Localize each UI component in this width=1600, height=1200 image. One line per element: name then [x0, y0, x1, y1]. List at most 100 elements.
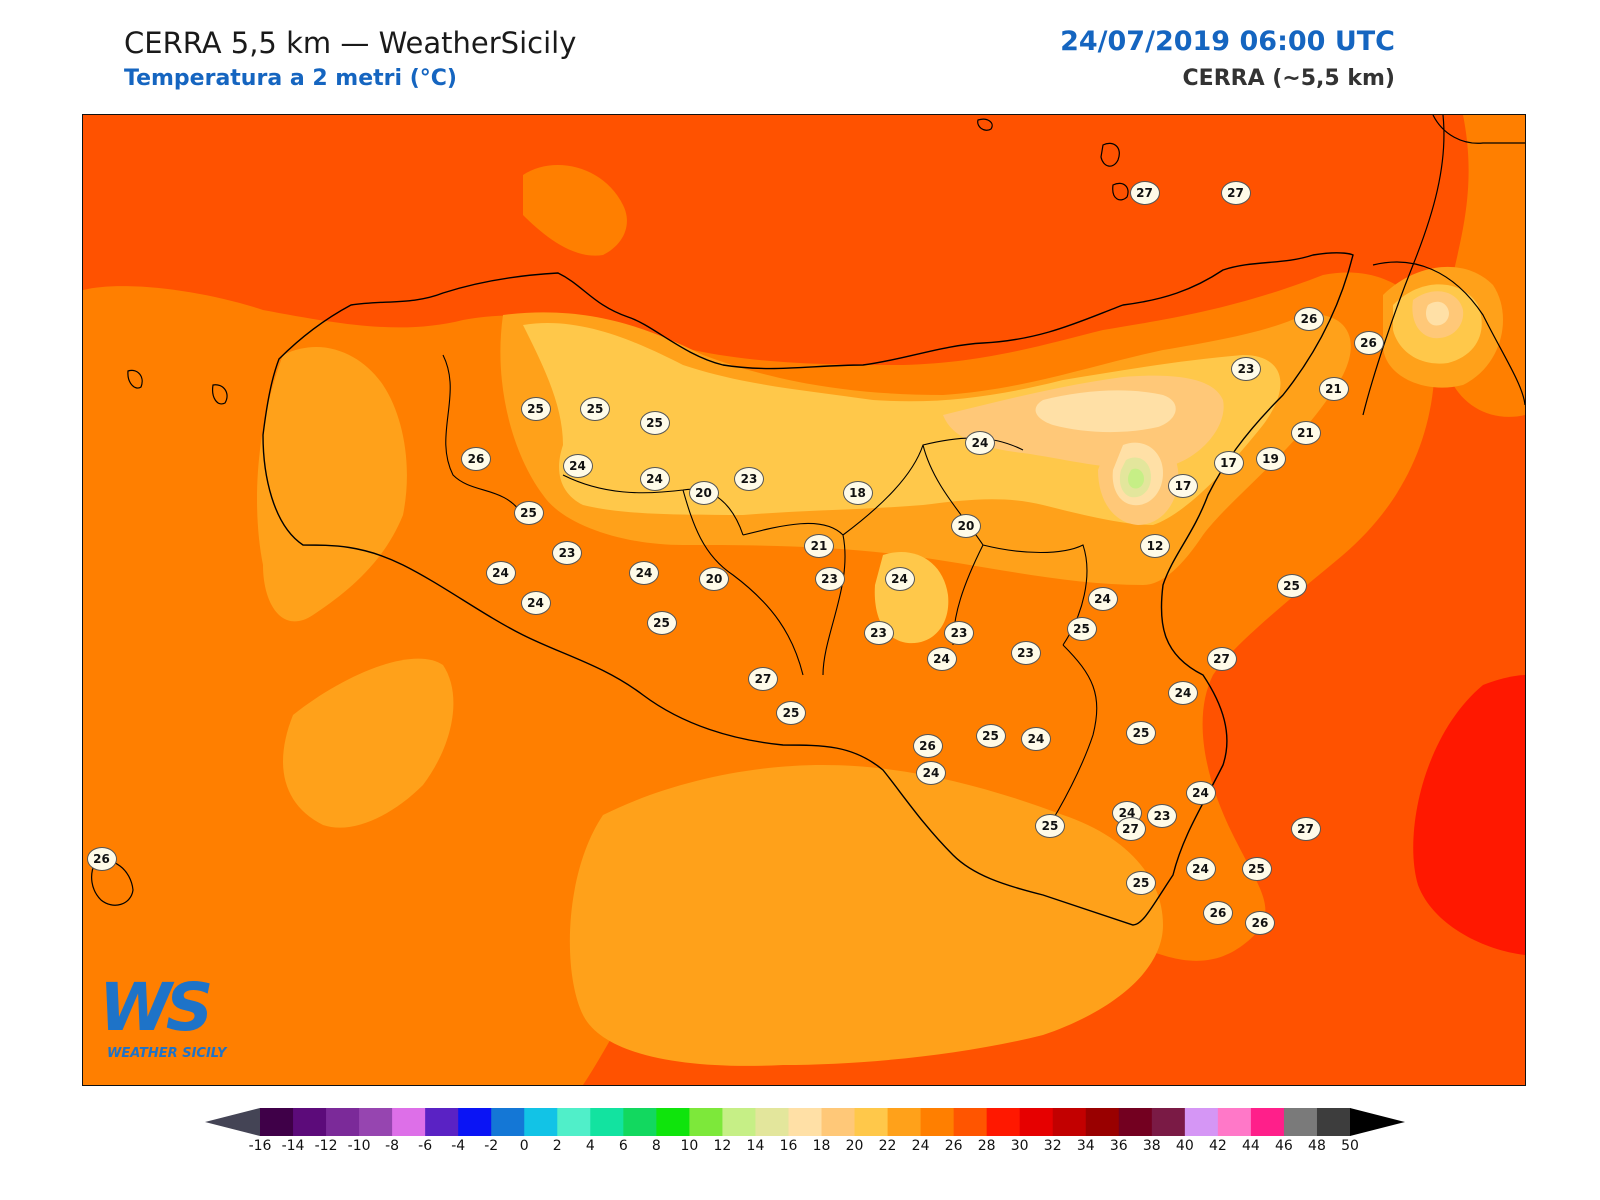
colorbar-swatch [920, 1108, 955, 1136]
colorbar-tick-label: -16 [248, 1138, 272, 1154]
colorbar-tick-label: 4 [585, 1138, 595, 1154]
station-value: 21 [1318, 377, 1349, 402]
station-value: 26 [86, 847, 117, 872]
colorbar-tick-label: 6 [618, 1138, 628, 1154]
station-value: 24 [520, 590, 551, 615]
colorbar-swatch [1151, 1108, 1186, 1136]
station-value: 17 [1168, 474, 1198, 498]
station-value: 23 [814, 567, 845, 592]
colorbar-tick-label: -10 [347, 1138, 371, 1154]
band-24-26-north [523, 165, 627, 256]
station-value: 23 [552, 540, 582, 565]
colorbar-over-arrow [1350, 1108, 1405, 1136]
station-value: 24 [639, 467, 670, 492]
station-value: 20 [699, 567, 729, 592]
colorbar-tick-label: -14 [281, 1138, 305, 1154]
colorbar-swatch [458, 1108, 492, 1136]
station-value: 23 [1231, 357, 1261, 382]
station-value: 25 [776, 700, 806, 725]
colorbar-tick-label: -12 [314, 1138, 338, 1154]
colorbar-tick-label: 28 [977, 1138, 996, 1154]
colorbar-tick-label: 40 [1175, 1138, 1194, 1154]
station-value: 26 [1353, 330, 1384, 355]
calabria-coast [1362, 115, 1525, 416]
colorbar-tick-label: 48 [1308, 1138, 1326, 1154]
colorbar-tick-label: -8 [385, 1138, 400, 1154]
band-16-18 [1035, 390, 1176, 433]
colorbar-swatch [722, 1108, 756, 1136]
colorbar-tick-label: 50 [1341, 1138, 1359, 1154]
station-value: 21 [1290, 420, 1321, 445]
colorbar-swatch [359, 1108, 393, 1136]
band-20-22 [523, 323, 1281, 525]
station-value: 26 [461, 447, 491, 472]
station-value: 24 [629, 560, 659, 585]
map-title: CERRA 5,5 km — WeatherSicily [124, 26, 577, 60]
colorbar-tick-label: 42 [1208, 1138, 1227, 1154]
station-value: 25 [639, 410, 670, 435]
station-value: 24 [1168, 680, 1198, 705]
station-value: 24 [562, 454, 593, 478]
colorbar-swatch [821, 1108, 856, 1136]
colorbar-under-arrow [205, 1108, 260, 1136]
station-value: 26 [1245, 910, 1275, 935]
station-value: 27 [748, 667, 778, 692]
colorbar-swatch [1052, 1108, 1087, 1136]
colorbar-swatch [755, 1108, 789, 1136]
colorbar-tick-label: 14 [746, 1138, 765, 1154]
station-value: 18 [842, 480, 873, 505]
station-value: 24 [1185, 857, 1216, 882]
colorbar-swatch [524, 1108, 558, 1136]
colorbar-swatch [1184, 1108, 1219, 1136]
station-value: 20 [951, 514, 981, 538]
province-borders [442, 354, 1098, 836]
logo-mark: WS [99, 969, 213, 1046]
station-value: 24 [1021, 727, 1051, 752]
band-12-14-etna [1128, 468, 1144, 489]
station-value: 26 [1203, 900, 1233, 925]
station-value: 25 [646, 610, 677, 635]
station-value: 25 [513, 500, 544, 525]
colorbar-tick-label: 12 [713, 1138, 732, 1154]
colorbar-tick-label: 2 [552, 1138, 562, 1154]
colorbar-swatch [293, 1108, 327, 1136]
colorbar-swatch [887, 1108, 922, 1136]
station-value: 24 [1185, 780, 1216, 805]
colorbar-tick-label: 8 [651, 1138, 661, 1154]
station-value: 26 [912, 734, 943, 758]
aeolian-islands [977, 118, 1129, 201]
station-value: 21 [804, 534, 834, 558]
colorbar-swatch [590, 1108, 624, 1136]
station-value: 25 [1035, 814, 1065, 838]
colorbar-swatch [1118, 1108, 1153, 1136]
colorbar-swatch [491, 1108, 525, 1136]
colorbar-swatch [1316, 1108, 1351, 1136]
colorbar-swatch [425, 1108, 459, 1136]
colorbar-tick-label: 30 [1010, 1138, 1029, 1154]
colorbar-tick-label: 18 [812, 1138, 831, 1154]
station-value: 24 [485, 560, 516, 585]
colorbar-tick-label: 32 [1043, 1138, 1062, 1154]
temperature-field [83, 115, 1525, 1085]
station-value: 25 [1126, 720, 1156, 745]
colorbar-swatch [788, 1108, 823, 1136]
colorbar-swatch [260, 1108, 294, 1136]
colorbar-tick-label: -4 [451, 1138, 466, 1154]
weathersicily-logo: WS WEATHER SICILY [99, 972, 249, 1067]
colorbar-swatch [1250, 1108, 1285, 1136]
colorbar-tick-label: 38 [1142, 1138, 1161, 1154]
station-value: 25 [1066, 617, 1097, 642]
egadi-islands [127, 369, 228, 405]
colorbar-swatch [1283, 1108, 1318, 1136]
colorbar-swatch [326, 1108, 360, 1136]
colorbar-swatch [986, 1108, 1021, 1136]
band-16-18-ne [1425, 301, 1449, 326]
station-value: 25 [975, 724, 1006, 748]
station-value: 25 [1241, 857, 1272, 882]
colorbar-swatch [1085, 1108, 1120, 1136]
station-value: 17 [1213, 450, 1244, 475]
valid-datetime: 24/07/2019 06:00 UTC [1060, 26, 1395, 57]
station-value: 24 [1087, 587, 1118, 612]
station-value: 27 [1129, 180, 1160, 205]
temperature-map[interactable]: 27 27 26 26 21 21 23 19 17 17 12 25 24 25 27 24 25 24 23 24… [82, 114, 1526, 1086]
